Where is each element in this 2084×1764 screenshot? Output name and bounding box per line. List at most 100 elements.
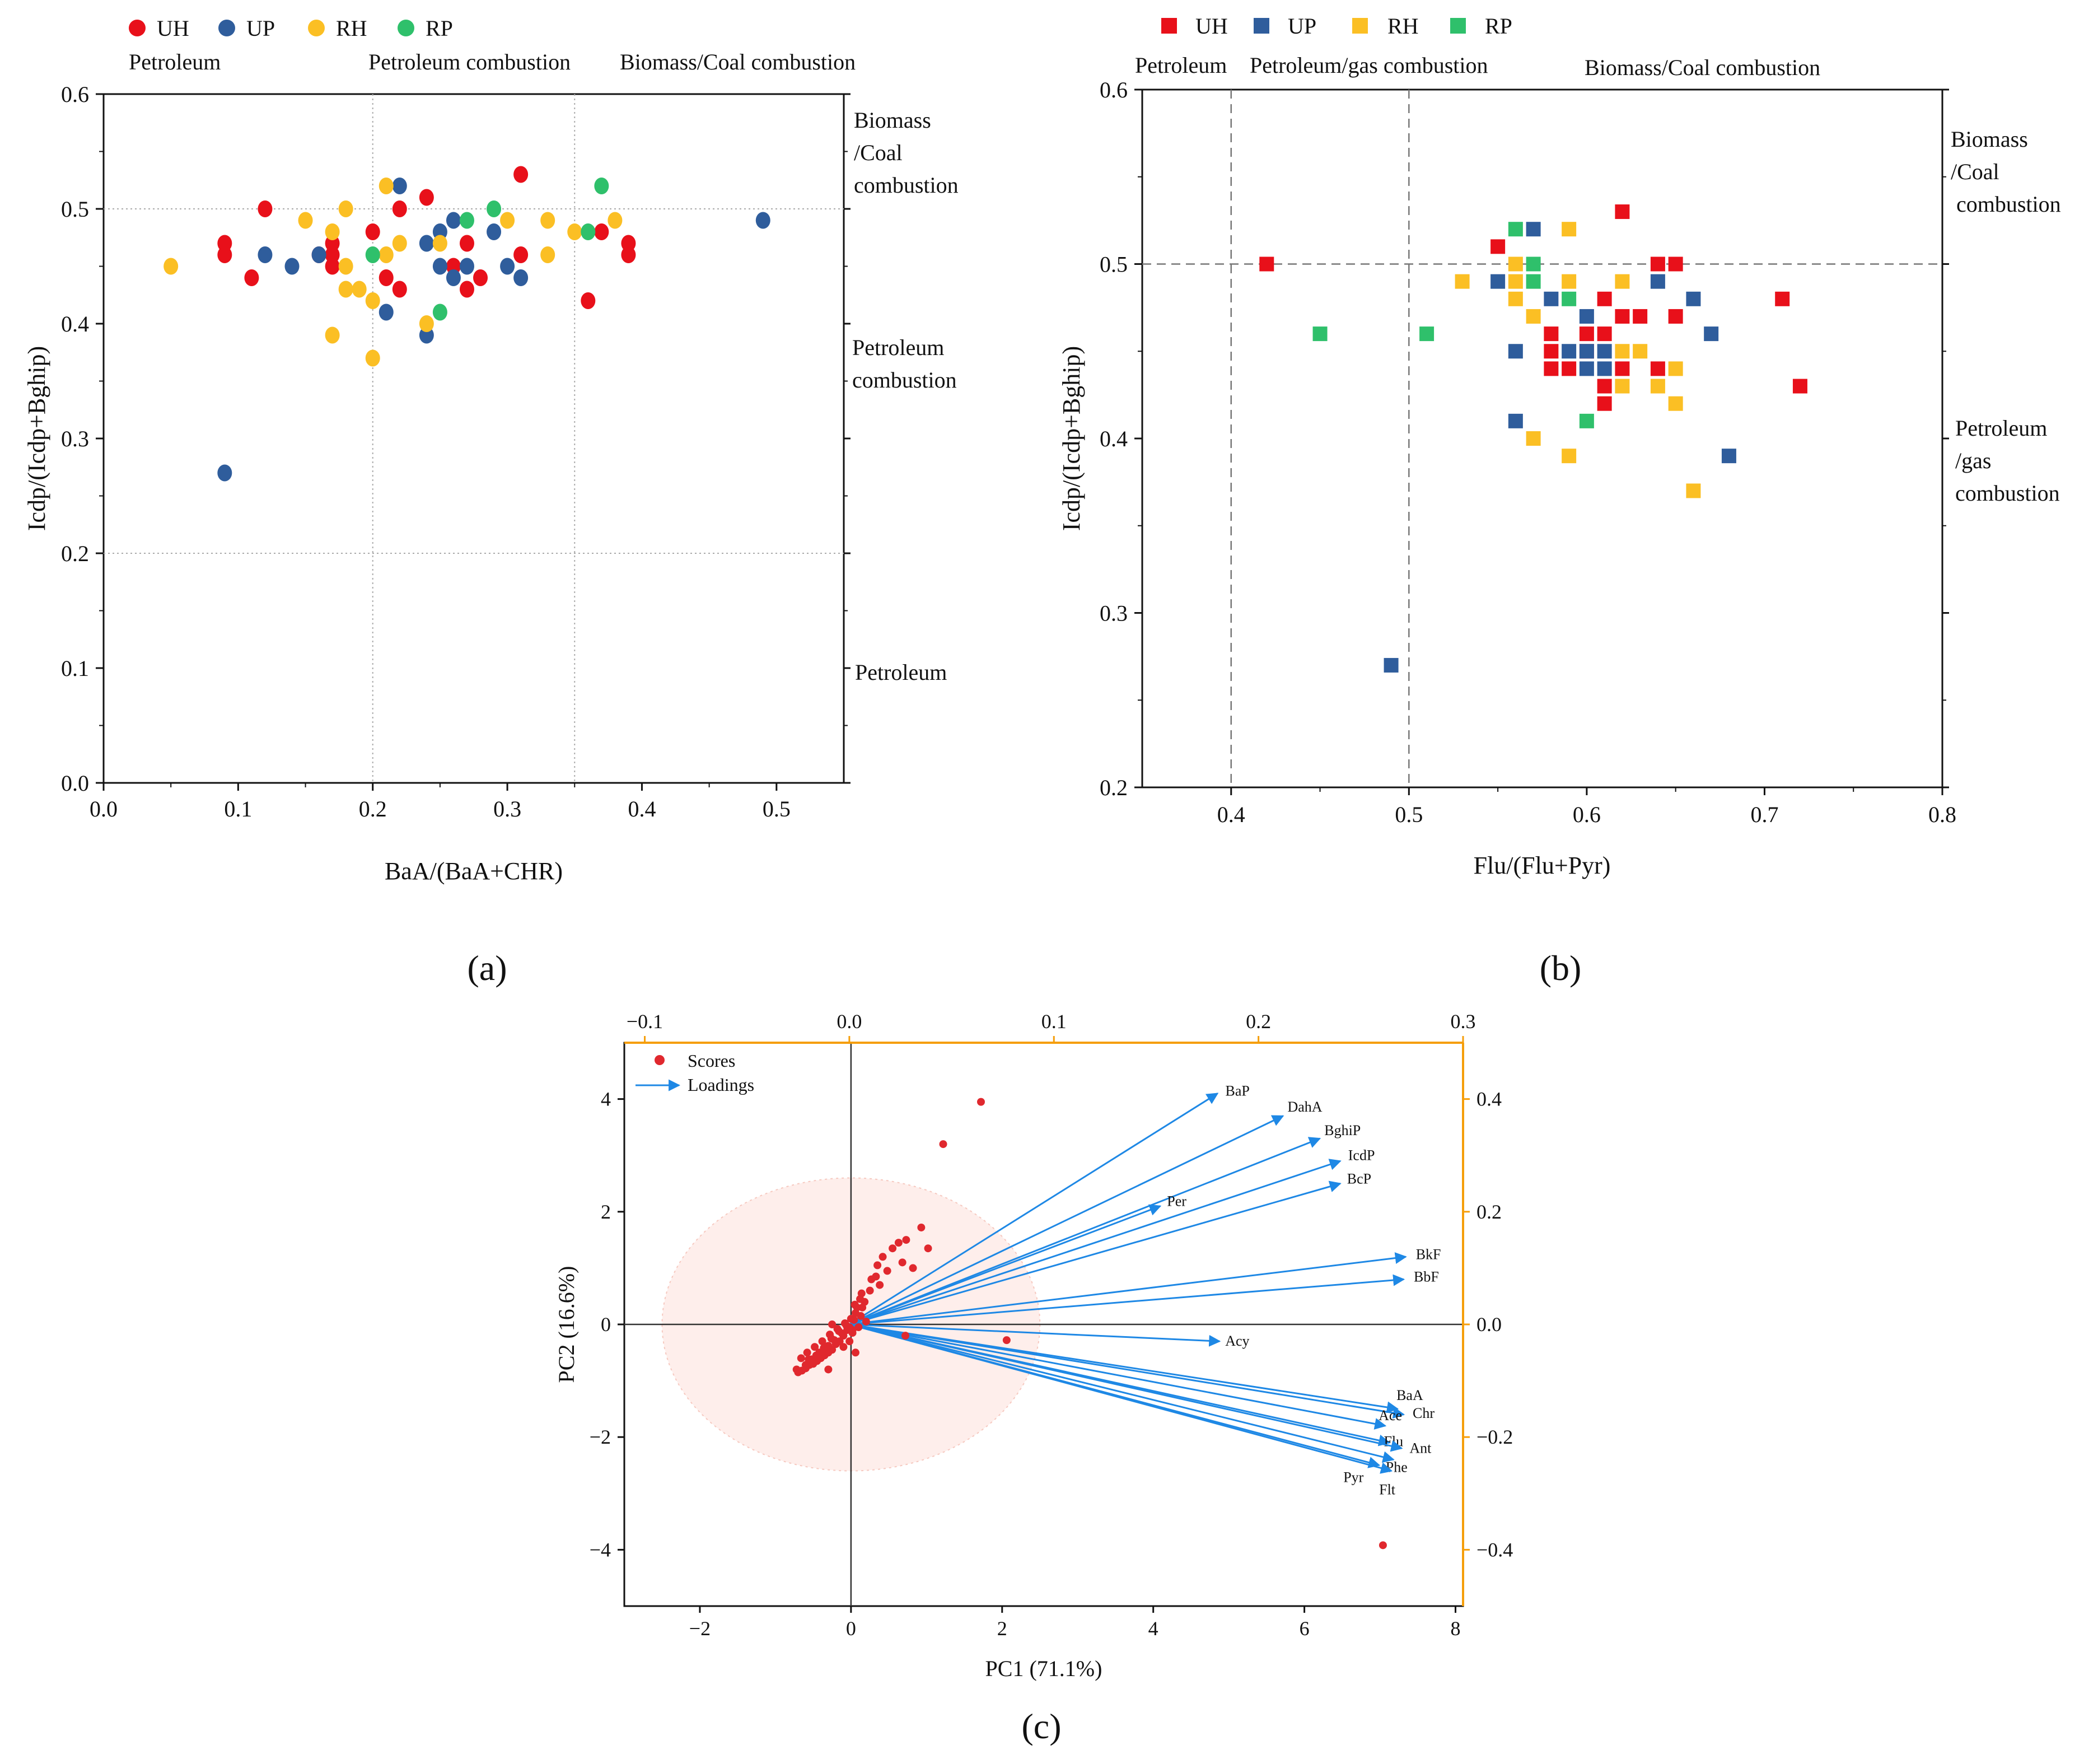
- score-point: [866, 1286, 874, 1295]
- point-b-uh: [1615, 361, 1630, 376]
- point-b-uh: [1615, 309, 1630, 324]
- right-tick-label-c: 0.2: [1476, 1201, 1502, 1223]
- point-a-up: [258, 246, 273, 263]
- point-b-uh: [1597, 326, 1612, 342]
- point-b-rh: [1686, 483, 1701, 498]
- point-a-rh: [338, 200, 353, 217]
- point-b-uh: [1650, 256, 1665, 272]
- score-point: [876, 1281, 884, 1289]
- points-b: [1259, 204, 1807, 673]
- legend-b-label-up: UP: [1288, 13, 1316, 39]
- point-a-uh: [473, 269, 488, 286]
- point-b-rh: [1615, 379, 1630, 394]
- zone-a-right-biomass-line1: Biomass: [854, 108, 931, 133]
- score-point: [902, 1236, 910, 1244]
- zone-a-right-petroleum: Petroleum: [855, 660, 947, 685]
- point-b-uh: [1597, 291, 1612, 306]
- x-tick-label-a: 0.5: [763, 796, 791, 822]
- y-tick-label-a: 0.6: [61, 82, 89, 107]
- loading-arrow-daha: [849, 1115, 1284, 1326]
- point-a-up: [311, 246, 326, 263]
- ticks-c: −2 0 2 4 6 8 −4 −2 0 2 4 −0.1 0.0 0.1 0.2 0.3 −0.4 −0.2 0.…: [590, 1010, 1513, 1640]
- y-tick-label-b: 0.4: [1100, 426, 1128, 451]
- loading-label-pyr: Pyr: [1343, 1469, 1363, 1486]
- score-point: [842, 1322, 851, 1330]
- x-tick-label-a: 0.4: [628, 796, 656, 822]
- legend-a-label-rp: RP: [426, 16, 453, 41]
- panel-b-legend: UH UP RH RP: [1161, 13, 1512, 39]
- point-b-up: [1562, 344, 1577, 359]
- point-a-up: [284, 258, 300, 275]
- point-a-rh: [379, 178, 394, 194]
- point-b-up: [1686, 291, 1701, 306]
- point-a-rp: [432, 304, 447, 321]
- zone-b-top-petroleum-gas: Petroleum/gas combustion: [1250, 53, 1488, 78]
- score-point: [848, 1326, 857, 1334]
- legend-b-label-rh: RH: [1387, 13, 1419, 39]
- legend-b-swatch-rh: [1352, 18, 1368, 34]
- point-a-rh: [500, 212, 515, 229]
- right-tick-label-c: −0.4: [1476, 1538, 1513, 1561]
- legend-a-swatch-uh: [129, 20, 146, 36]
- legend-a-swatch-rp: [398, 20, 414, 36]
- y-tick-label-c: −2: [590, 1426, 611, 1448]
- point-b-up: [1508, 413, 1523, 428]
- score-point: [901, 1332, 910, 1340]
- score-point: [851, 1348, 859, 1357]
- point-a-uh: [594, 223, 609, 240]
- x-tick-label-a: 0.3: [493, 796, 521, 822]
- panel-label-c: (c): [1021, 1706, 1061, 1746]
- score-point: [839, 1343, 848, 1351]
- legend-a-label-up: UP: [246, 16, 275, 41]
- point-b-up: [1544, 291, 1559, 306]
- zone-b-right-biomass-line1: Biomass: [1951, 127, 2028, 152]
- point-a-uh: [446, 258, 461, 275]
- point-b-rh: [1615, 274, 1630, 289]
- point-a-up: [419, 326, 434, 344]
- point-b-rp: [1312, 326, 1328, 342]
- zone-b-right-biomass-line2: /Coal: [1951, 159, 1999, 184]
- score-point: [879, 1253, 887, 1261]
- y-tick-label-c: 4: [601, 1088, 611, 1110]
- y-tick-label-c: 0: [601, 1313, 611, 1336]
- point-a-uh: [419, 189, 434, 206]
- point-b-rh: [1455, 274, 1470, 289]
- y-tick-label-c: −4: [590, 1538, 611, 1561]
- point-a-uh: [325, 258, 340, 275]
- point-a-uh: [217, 235, 232, 252]
- loading-arrow-bkf: [849, 1252, 1407, 1326]
- point-a-up: [487, 223, 502, 240]
- score-point: [917, 1223, 926, 1231]
- point-a-uh: [513, 246, 529, 263]
- point-a-rh: [365, 292, 380, 309]
- score-point: [909, 1264, 917, 1272]
- score-point: [976, 1098, 985, 1106]
- y-tick-label-b: 0.2: [1100, 775, 1128, 800]
- loading-arrow-phe: [849, 1323, 1395, 1463]
- y-tick-label-a: 0.5: [61, 197, 89, 222]
- zone-b-right-petgas-line3: combustion: [1955, 480, 2060, 506]
- legend-c-loadings-label: Loadings: [688, 1075, 754, 1095]
- y-tick-label-a: 0.3: [61, 426, 89, 451]
- loading-label-bbf: BbF: [1414, 1269, 1439, 1285]
- point-a-rh: [540, 212, 555, 229]
- loading-label-flt: Flt: [1379, 1482, 1396, 1498]
- legend-b-swatch-uh: [1161, 18, 1177, 34]
- y-axis-title-c: PC2 (16.6%): [554, 1266, 579, 1383]
- point-b-rh: [1508, 256, 1523, 272]
- score-point: [835, 1327, 843, 1336]
- loading-arrow-ant: [849, 1323, 1403, 1452]
- loading-label-acy: Acy: [1225, 1333, 1249, 1349]
- point-b-uh: [1597, 396, 1612, 411]
- score-point: [797, 1354, 805, 1362]
- score-point: [811, 1343, 819, 1351]
- point-b-uh: [1544, 344, 1559, 359]
- score-point: [854, 1323, 863, 1332]
- x-tick-label-c: 0: [846, 1617, 856, 1640]
- legend-c: Scores Loadings: [636, 1051, 754, 1095]
- point-a-uh: [325, 235, 340, 252]
- point-b-uh: [1775, 291, 1790, 306]
- x-tick-label-b: 0.7: [1750, 802, 1778, 827]
- point-b-rh: [1668, 396, 1683, 411]
- point-a-rp: [459, 212, 474, 229]
